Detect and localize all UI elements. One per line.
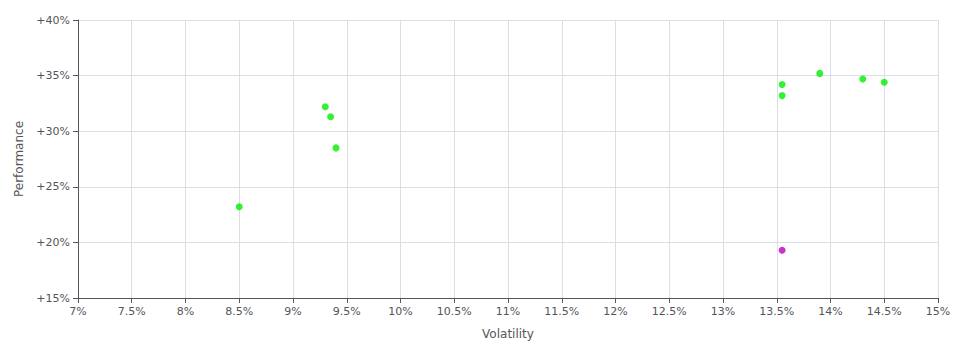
svg-text:13%: 13% — [711, 305, 735, 318]
svg-text:+30%: +30% — [36, 125, 70, 138]
svg-text:+40%: +40% — [36, 14, 70, 27]
svg-text:14.5%: 14.5% — [867, 305, 902, 318]
svg-text:9.5%: 9.5% — [333, 305, 361, 318]
svg-text:9%: 9% — [284, 305, 301, 318]
svg-text:7.5%: 7.5% — [118, 305, 146, 318]
svg-text:+15%: +15% — [36, 292, 70, 305]
svg-text:+25%: +25% — [36, 180, 70, 193]
svg-text:11%: 11% — [496, 305, 520, 318]
svg-text:12%: 12% — [603, 305, 627, 318]
svg-text:+35%: +35% — [36, 69, 70, 82]
svg-text:8.5%: 8.5% — [225, 305, 253, 318]
svg-text:8%: 8% — [177, 305, 194, 318]
svg-text:7%: 7% — [69, 305, 86, 318]
svg-text:10%: 10% — [388, 305, 412, 318]
svg-text:15%: 15% — [926, 305, 950, 318]
svg-text:10.5%: 10.5% — [437, 305, 472, 318]
svg-text:Volatility: Volatility — [482, 327, 534, 341]
svg-text:14%: 14% — [818, 305, 842, 318]
svg-text:13.5%: 13.5% — [759, 305, 794, 318]
svg-text:12.5%: 12.5% — [652, 305, 687, 318]
svg-text:11.5%: 11.5% — [544, 305, 579, 318]
svg-text:Performance: Performance — [12, 121, 26, 197]
svg-text:+20%: +20% — [36, 236, 70, 249]
